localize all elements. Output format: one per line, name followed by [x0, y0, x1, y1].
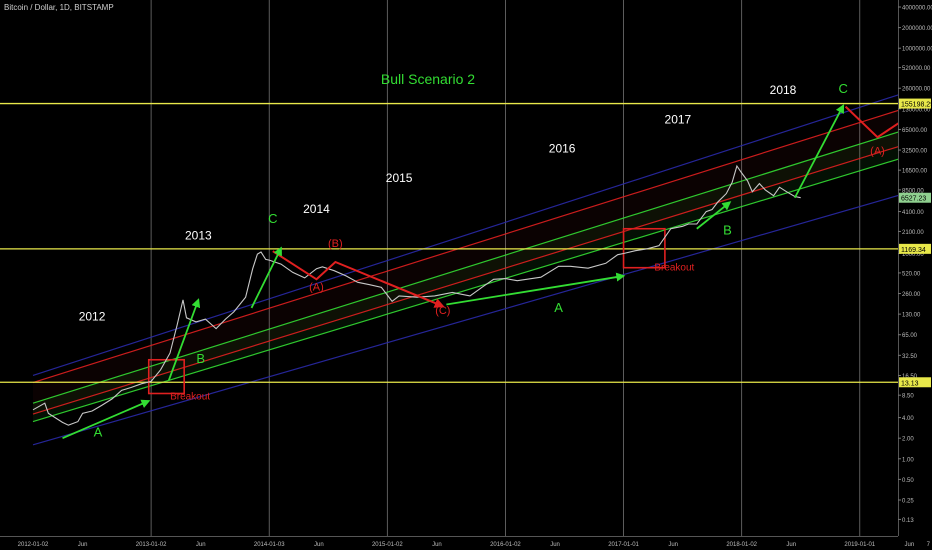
- y-tick-label: 4.00: [902, 416, 914, 422]
- y-tick-label: 520.00: [902, 271, 921, 277]
- year-label: 2016: [549, 141, 576, 155]
- x-tick-label: Jun: [905, 542, 915, 548]
- y-tick-label: 260000.00: [902, 87, 931, 93]
- x-tick-label: Jun: [668, 542, 678, 548]
- price-line: [32, 164, 801, 426]
- y-tick-label: 1000.00: [902, 252, 924, 258]
- breakout-box: [622, 227, 666, 269]
- level-price-label: 155198.29: [901, 102, 932, 109]
- channel-line: [32, 131, 898, 404]
- wave-label: A: [554, 300, 563, 315]
- wave-label: C: [268, 211, 277, 226]
- time-axis: 2012-01-02 Jun 2013-01-02 Jun 2014-01-03 Jun 2…: [0, 536, 931, 548]
- year-label: 2018: [770, 83, 797, 97]
- wave-label: B: [723, 222, 732, 237]
- channel-line: [32, 94, 898, 377]
- y-tick-label: 32.50: [902, 354, 918, 360]
- wave-label: A: [94, 425, 103, 440]
- y-tick-label: 2000000.00: [902, 26, 932, 32]
- channel-fill: [33, 110, 898, 415]
- x-tick-label: 2017-01-01: [608, 542, 639, 548]
- trend-arrow: [62, 399, 151, 440]
- y-tick-label: 260.00: [902, 292, 921, 298]
- y-tick-label: 16.50: [902, 374, 918, 380]
- channel-line: [32, 158, 898, 423]
- x-tick-label: Jun: [314, 542, 324, 548]
- y-tick-label: 8500.00: [902, 188, 924, 194]
- y-tick-label: 65000.00: [902, 128, 928, 134]
- channel-line: [32, 194, 898, 446]
- y-tick-label: 0.25: [902, 498, 914, 504]
- y-tick-label: 4000000.00: [902, 6, 932, 12]
- y-tick-label: 32500.00: [902, 149, 928, 155]
- plot-area: 201220132014201520162017201820192020ABCA…: [0, 0, 898, 536]
- x-tick-label: Jun: [786, 542, 796, 548]
- correction-path: [272, 250, 445, 308]
- x-tick-label: 2015-01-02: [372, 542, 403, 548]
- y-tick-label: 4100.00: [902, 210, 924, 216]
- x-tick-label: Jun: [550, 542, 560, 548]
- level-price-label: 13.13: [901, 380, 919, 387]
- wave-label: (B): [328, 238, 343, 250]
- y-tick-label: 0.50: [902, 478, 914, 484]
- wave-label: B: [196, 351, 205, 366]
- y-tick-label: 130.00: [902, 313, 921, 319]
- y-tick-label: 65.00: [902, 333, 918, 339]
- level-price-label: 1169.34: [901, 247, 926, 254]
- x-tick-label: Jun: [196, 542, 206, 548]
- wave-label: (A): [870, 145, 885, 157]
- x-tick-label: 2018-01-02: [726, 542, 757, 548]
- wave-label: (A): [309, 281, 324, 293]
- level-price-label-bg: [899, 98, 931, 109]
- trend-arrow: [696, 201, 732, 230]
- symbol-header: Bitcoin / Dollar, 1D, BITSTAMP: [4, 3, 114, 12]
- y-tick-label: 0.13: [902, 518, 914, 524]
- x-tick-label: 2014-01-03: [254, 542, 285, 548]
- chart-title: Bull Scenario 2: [381, 71, 475, 87]
- x-tick-label: 7: [927, 542, 931, 548]
- channel-line: [32, 109, 898, 384]
- y-tick-label: 2100.00: [902, 230, 924, 236]
- y-tick-label: 1000000.00: [902, 47, 932, 53]
- current-price-label: 6527.23: [901, 196, 926, 203]
- wave-label: (C): [435, 305, 450, 317]
- trend-arrow: [794, 103, 845, 199]
- channel-fill: [33, 132, 898, 422]
- correction-path: [844, 105, 898, 139]
- x-tick-label: Jun: [432, 542, 442, 548]
- x-tick-label: 2013-01-02: [136, 542, 167, 548]
- level-price-label-bg: [899, 243, 931, 254]
- level-price-label-bg: [899, 377, 931, 388]
- year-label: 2013: [185, 229, 212, 243]
- y-tick-label: 16500.00: [902, 169, 928, 175]
- channel-line: [32, 146, 898, 415]
- x-tick-label: Jun: [78, 542, 88, 548]
- x-tick-label: 2019-01-01: [844, 542, 875, 548]
- x-tick-label: 2016-01-02: [490, 542, 521, 548]
- trend-arrow: [446, 272, 626, 306]
- year-label: 2014: [303, 202, 330, 216]
- y-tick-label: 2.00: [902, 437, 914, 443]
- price-axis: 4000000.00 2000000.00 1000000.00 520000.00 2…: [898, 0, 932, 536]
- year-label: 2012: [79, 309, 106, 323]
- y-tick-label: 130000.00: [902, 107, 931, 113]
- breakout-label: Breakout: [170, 392, 210, 403]
- year-label: 2015: [386, 171, 413, 185]
- y-tick-label: 8.50: [902, 394, 914, 400]
- trend-arrow: [167, 298, 201, 381]
- current-price-label-bg: [899, 192, 931, 203]
- y-tick-label: 1.00: [902, 457, 914, 463]
- breakout-label: Breakout: [654, 263, 694, 274]
- wave-label: C: [839, 81, 848, 96]
- x-tick-label: 2012-01-02: [18, 542, 49, 548]
- trend-arrow: [250, 246, 282, 309]
- y-tick-label: 520000.00: [902, 66, 931, 72]
- year-label: 2017: [665, 113, 692, 127]
